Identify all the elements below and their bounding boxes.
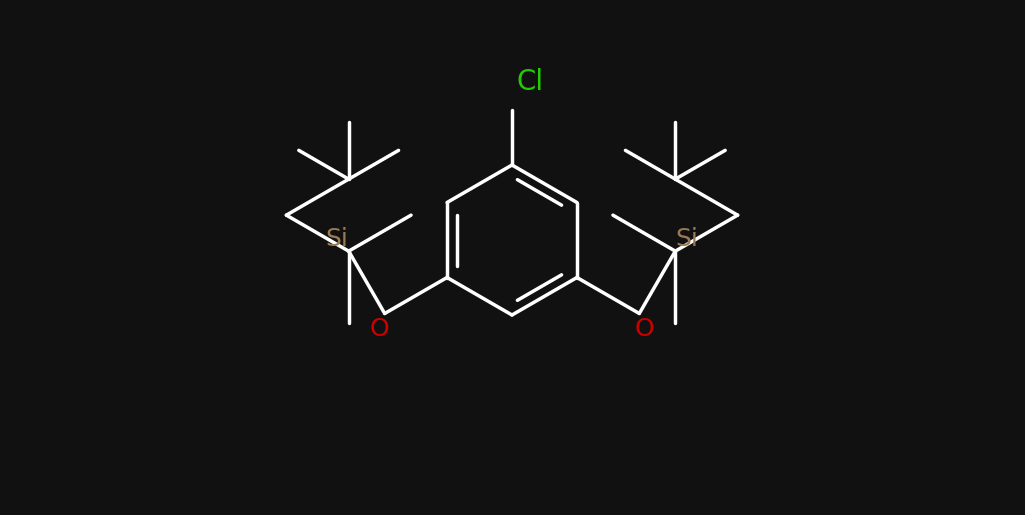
Text: O: O [634,317,654,340]
Text: O: O [370,317,390,340]
Text: Si: Si [675,227,699,251]
Text: Si: Si [325,227,349,251]
Text: Cl: Cl [517,68,543,96]
